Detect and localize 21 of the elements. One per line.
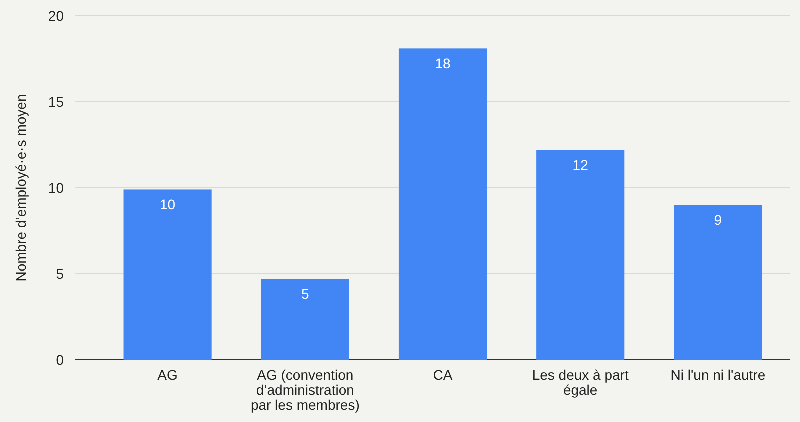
data-label: 12 (572, 157, 589, 174)
bar (674, 205, 762, 360)
data-label: 18 (435, 56, 451, 72)
x-tick-label: AG (158, 367, 178, 383)
bar (261, 279, 350, 360)
y-axis-title: Nombre d’employé·e·s moyen (13, 94, 29, 282)
data-label: 10 (160, 196, 176, 213)
y-tick-label: 10 (48, 180, 64, 196)
x-tick-label: Ni l'un ni l'autre (670, 367, 766, 383)
x-tick-label: CA (433, 367, 454, 383)
y-tick-label: 5 (56, 266, 64, 282)
x-tick-label: Les deux à part égale (532, 367, 629, 398)
data-label: 5 (302, 286, 310, 302)
y-tick-label: 20 (48, 8, 64, 24)
bar (124, 190, 212, 360)
x-tick-label: AG (convention d’administration par les membres) (250, 367, 360, 413)
bar (536, 150, 625, 360)
bar (398, 48, 488, 360)
y-tick-label: 0 (56, 352, 64, 368)
y-tick-label: 15 (48, 94, 64, 110)
data-label: 9 (714, 212, 722, 228)
